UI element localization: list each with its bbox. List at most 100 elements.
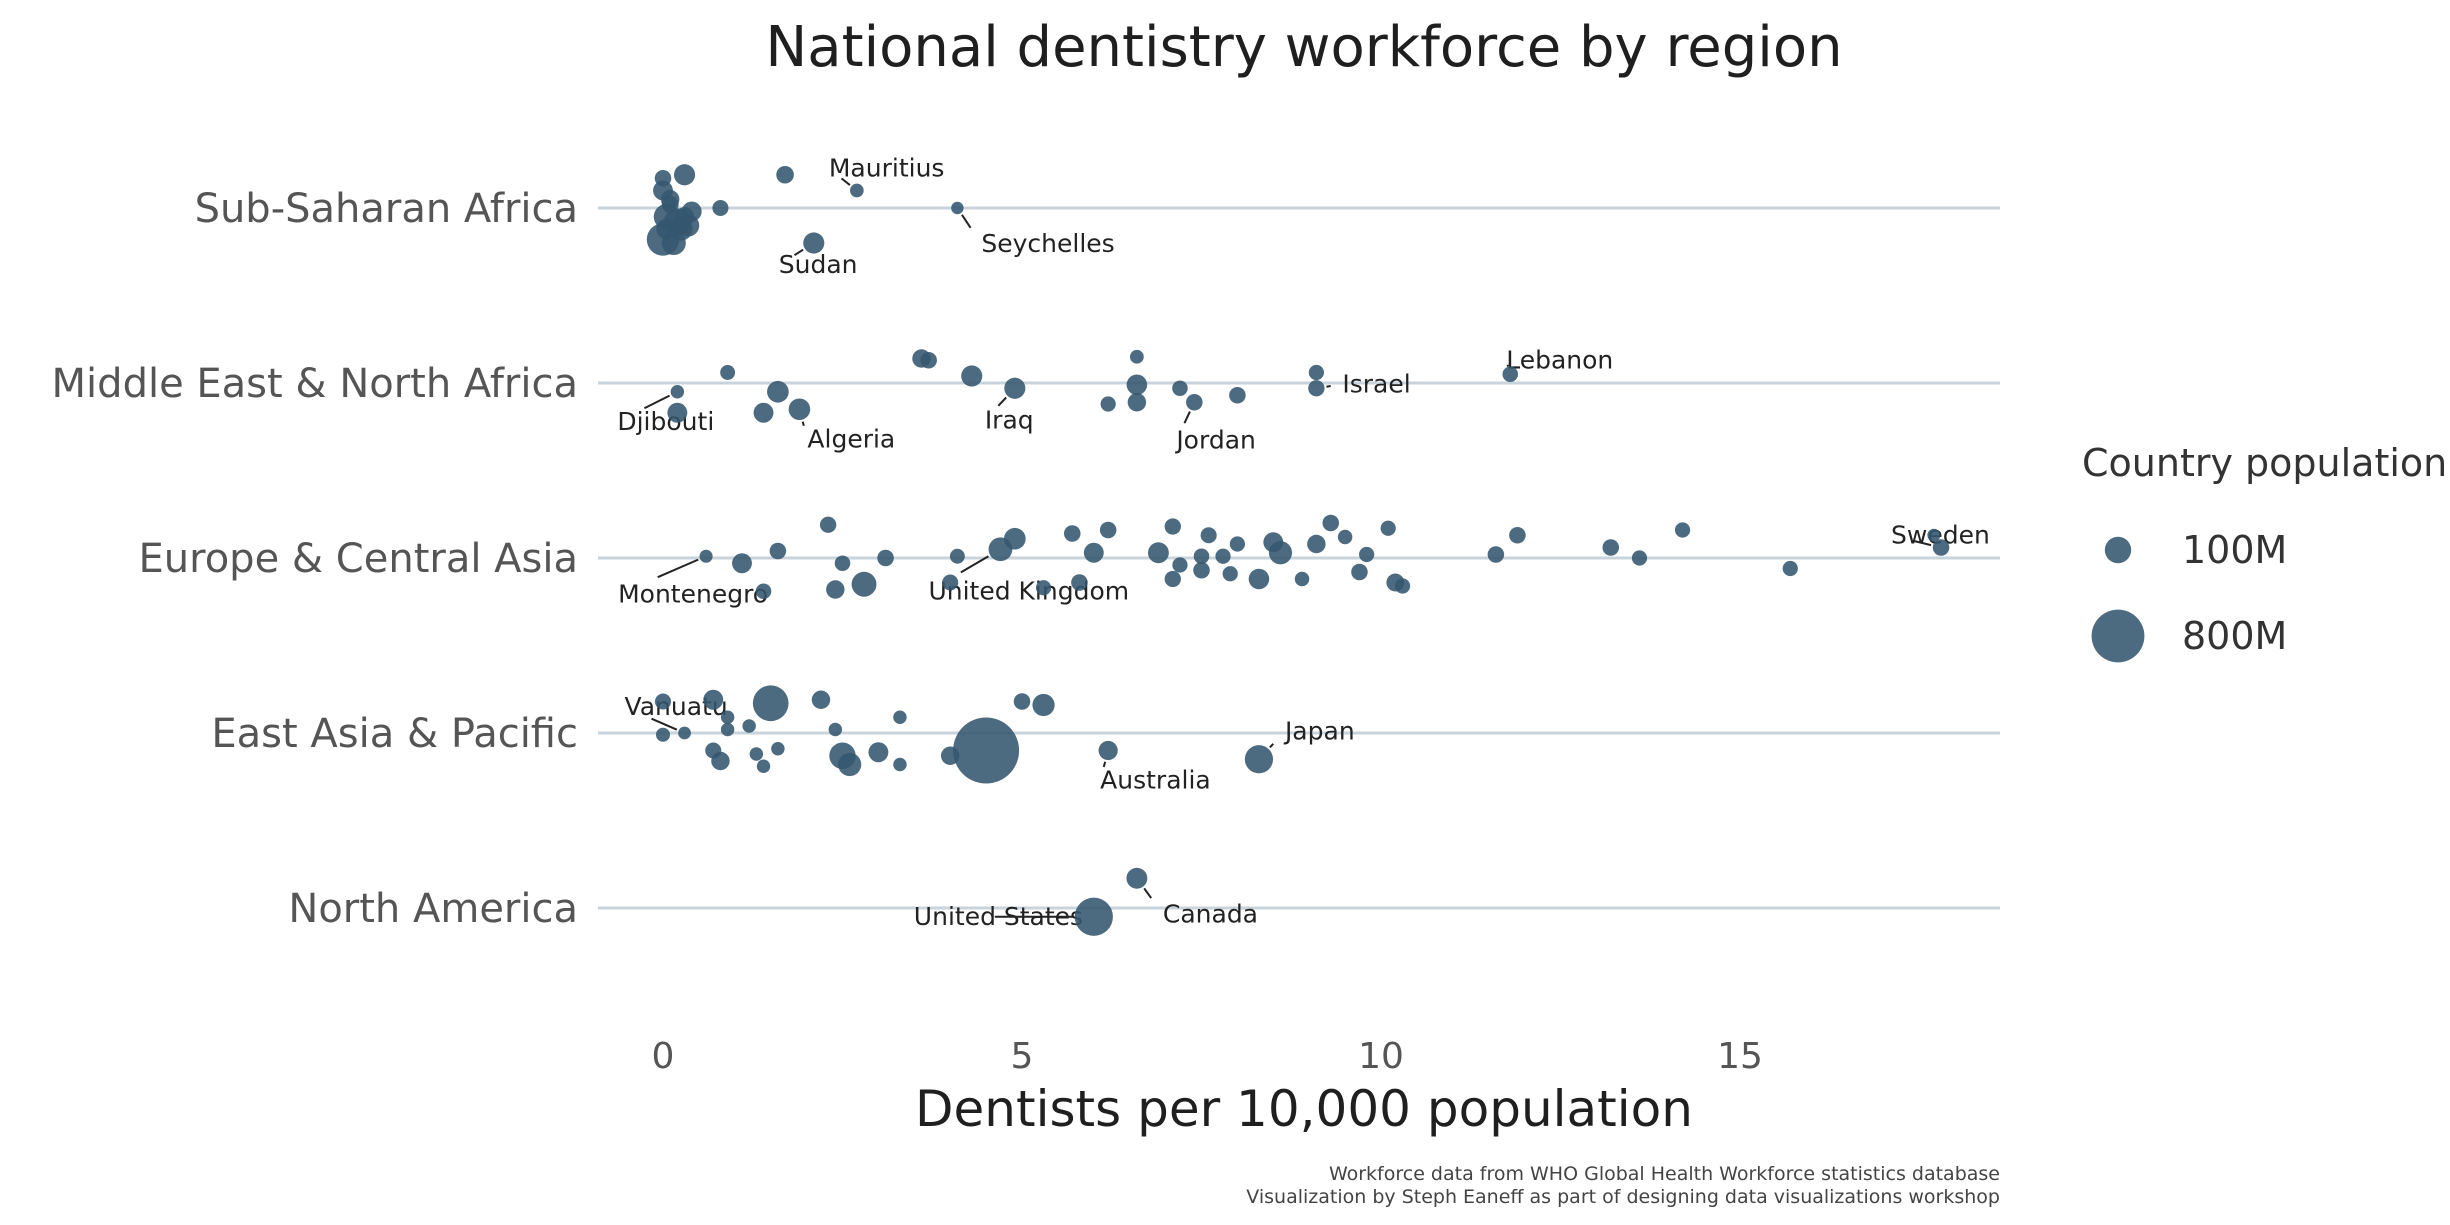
point-sudan: [803, 232, 825, 254]
point-lebanon: [1502, 366, 1519, 383]
point-europe-and-central-asia-87: [1229, 536, 1246, 552]
point-europe-and-central-asia-17: [1003, 527, 1026, 550]
legend-label-100m: 100M: [2182, 528, 2287, 572]
point-europe-and-central-asia-62: [1487, 546, 1505, 563]
point-vanuatu: [678, 726, 691, 740]
point-east-asia-and-pacific-35: [703, 689, 724, 710]
point-east-asia-and-pacific-74: [654, 693, 672, 710]
point-europe-and-central-asia-68: [819, 516, 837, 533]
point-europe-and-central-asia-91: [1631, 550, 1648, 566]
legend-items: 100M 800M: [2091, 528, 2287, 663]
point-israel: [1308, 380, 1325, 397]
point-east-asia-and-pacific-102: [720, 710, 735, 724]
point-iraq: [1004, 377, 1026, 399]
legend: Country population 100M 800M: [2082, 441, 2447, 663]
point-east-asia-and-pacific-66: [1013, 693, 1031, 710]
point-europe-and-central-asia-60: [1322, 514, 1340, 532]
point-europe-and-central-asia-64: [1602, 539, 1620, 556]
point-jordan: [1186, 393, 1203, 411]
x-tick-0: 0: [652, 1036, 675, 1077]
point-europe-and-central-asia-79: [834, 555, 851, 572]
point-sub-saharan-africa-71: [712, 199, 729, 217]
point-europe-and-central-asia-96: [1294, 571, 1310, 587]
annotation-israel: Israel: [1342, 369, 1410, 398]
region-rows: Sub-Saharan Africa Middle East & North Af…: [52, 186, 2000, 932]
point-europe-and-central-asia-95: [949, 548, 965, 564]
annotation-line-iraq: [997, 396, 1007, 407]
annotation-line-vanuatu: [651, 717, 678, 731]
point-middle-east-and-north-africa-53: [1229, 386, 1246, 404]
point-europe-and-central-asia-80: [1193, 548, 1210, 565]
point-east-asia-and-pacific-36: [868, 742, 889, 763]
annotation-line-djibouti: [643, 394, 671, 410]
point-europe-and-central-asia-32: [732, 553, 752, 574]
annotation-line-canada: [1143, 887, 1152, 899]
point-djibouti: [670, 385, 685, 399]
point-europe-and-central-asia-61: [1351, 563, 1368, 581]
caption-line-1: Workforce data from WHO Global Health Wo…: [1329, 1163, 2000, 1185]
x-tick-5: 5: [1011, 1036, 1034, 1077]
point-middle-east-and-north-africa-21: [961, 365, 983, 387]
point-europe-and-central-asia-89: [1380, 520, 1396, 536]
point-middle-east-and-north-africa-41: [1127, 393, 1147, 412]
point-east-asia-and-pacific-45: [811, 690, 831, 709]
point-australia: [1098, 740, 1118, 761]
point-europe-and-central-asia-112: [1927, 528, 1941, 542]
x-axis-ticks: 0 5 10 15: [652, 1036, 1763, 1077]
point-east-asia-and-pacific-110: [893, 757, 907, 772]
annotation-lebanon: Lebanon: [1506, 345, 1613, 374]
point-sub-saharan-africa-48: [776, 165, 794, 184]
point-europe-and-central-asia-63: [1509, 526, 1526, 544]
point-east-asia-and-pacific-75: [705, 742, 722, 759]
point-east-asia-and-pacific-13: [838, 752, 862, 777]
point-europe-and-central-asia-23: [1147, 542, 1169, 564]
point-middle-east-and-north-africa-81: [1100, 396, 1116, 412]
annotation-line-australia: [1102, 761, 1107, 768]
point-seychelles: [951, 201, 964, 215]
point-united-states: [1074, 897, 1113, 936]
point-europe-and-central-asia-72: [942, 574, 959, 591]
annotation-iraq: Iraq: [985, 405, 1034, 434]
region-label-north-america: North America: [288, 886, 578, 932]
legend-title: Country population: [2082, 441, 2447, 485]
annotation-mauritius: Mauritius: [829, 154, 945, 183]
point-europe-and-central-asia-58: [1099, 521, 1117, 539]
annotation-united-kingdom: United Kingdom: [928, 576, 1129, 605]
point-east-asia-and-pacific-107: [771, 742, 785, 756]
point-middle-east-and-north-africa-99: [1129, 349, 1144, 364]
annotation-line-montenegro: [657, 558, 699, 579]
point-europe-and-central-asia-97: [1337, 529, 1353, 545]
region-label-europe-and-central-asia: Europe & Central Asia: [139, 536, 578, 582]
point-annotations: United States Japan United Kingdom Algeria S…: [617, 154, 1989, 931]
point-east-asia-and-pacific-105: [749, 747, 764, 761]
annotation-line-sweden: [1913, 539, 1932, 547]
annotation-united-states: United States: [914, 902, 1083, 931]
point-east-asia-and-pacific-108: [828, 722, 843, 737]
point-east-asia-and-pacific-98: [655, 727, 671, 742]
point-europe-and-central-asia-88: [1359, 546, 1375, 563]
point-europe-and-central-asia-54: [769, 542, 787, 560]
annotation-australia: Australia: [1100, 766, 1211, 795]
point-japan: [1244, 745, 1274, 774]
point-europe-and-central-asia-73: [1200, 527, 1217, 544]
point-middle-east-and-north-africa-26: [1126, 374, 1148, 396]
point-sub-saharan-africa-37: [674, 207, 695, 227]
point-montenegro: [699, 549, 713, 563]
point-sub-saharan-africa-19: [673, 164, 696, 186]
point-europe-and-central-asia-55: [877, 549, 894, 567]
region-label-sub-saharan-africa: Sub-Saharan Africa: [195, 186, 578, 232]
point-middle-east-and-north-africa-76: [1172, 380, 1188, 397]
point-east-asia-and-pacific-46: [940, 746, 960, 765]
point-algeria: [788, 398, 811, 421]
x-tick-15: 15: [1717, 1036, 1763, 1077]
point-east-asia-and-pacific-104: [742, 719, 756, 733]
point-sweden: [1932, 539, 1950, 556]
point-europe-and-central-asia-93: [1782, 560, 1798, 577]
point-europe-and-central-asia-84: [1172, 557, 1188, 573]
point-middle-east-and-north-africa-30: [667, 402, 688, 423]
point-east-asia-and-pacific-103: [720, 722, 735, 737]
point-east-asia-and-pacific-2: [752, 685, 789, 722]
legend-circle-800m: [2091, 609, 2145, 663]
region-label-east-asia-and-pacific: East Asia & Pacific: [211, 711, 578, 757]
